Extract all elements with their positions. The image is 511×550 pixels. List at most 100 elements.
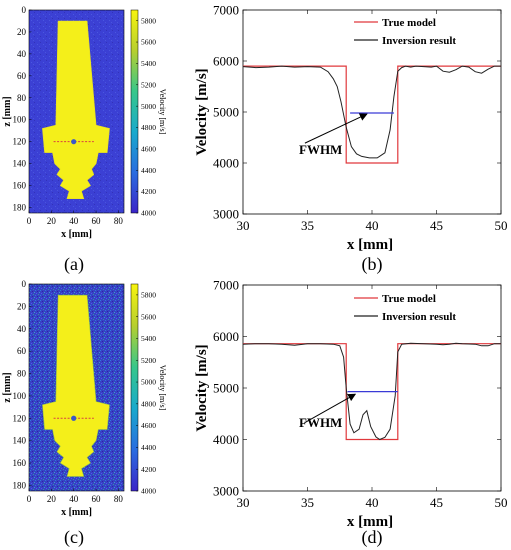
y-tick-label: 6000 [213, 54, 239, 69]
x-tick-label: 20 [47, 494, 57, 504]
plot-frame [242, 9, 502, 215]
y-tick-label: 180 [13, 480, 27, 490]
colorbar [130, 283, 139, 492]
plot-frame [242, 284, 502, 492]
x-tick-label: 60 [92, 494, 102, 504]
colorbar-tick-label: 4000 [141, 209, 156, 218]
x-tick-label: 30 [237, 495, 250, 510]
colorbar-tick-label: 5600 [141, 38, 156, 47]
y-tick-label: 6000 [213, 329, 239, 344]
colorbar-tick-label: 4000 [141, 487, 156, 496]
y-tick-label: 20 [17, 301, 27, 311]
fwhm-arrow [304, 113, 368, 144]
y-tick-label: 140 [13, 159, 27, 169]
x-tick-label: 45 [430, 218, 443, 233]
fwhm-arrow [304, 393, 357, 423]
line-panel-b: 3000 4000 5000 6000 7000 30 35 40 45 50 x [mm] Velo… [194, 3, 508, 254]
colorbar-tick-label: 5400 [141, 334, 156, 343]
x-tick-label: 40 [69, 494, 79, 504]
y-tick-label: 40 [17, 324, 27, 334]
y-tick-label: 120 [13, 137, 27, 147]
y-axis-label: Velocity [m/s] [194, 68, 210, 155]
y-tick-label: 60 [17, 71, 27, 81]
y-tick-label: 3000 [213, 484, 239, 499]
y-tick-label: 0 [22, 279, 27, 289]
y-tick-label: 80 [17, 369, 27, 379]
colorbar-tick-label: 4800 [141, 123, 156, 132]
y-tick-label: 60 [17, 346, 27, 356]
colorbar-tick-label: 5200 [141, 80, 156, 89]
colorbar-tick-label: 4600 [141, 144, 156, 153]
colorbar-tick-label: 4200 [141, 465, 156, 474]
x-tick-label: 40 [69, 216, 79, 226]
y-tick-label: 160 [13, 458, 27, 468]
y-tick-label: 4000 [213, 156, 239, 171]
colorbar-tick-label: 4400 [141, 443, 156, 452]
colorbar-tick-label: 5800 [141, 290, 156, 299]
plot-frame [28, 9, 125, 214]
colorbar-tick-label: 5000 [141, 102, 156, 111]
plot-frame [28, 283, 125, 492]
colorbar-tick-label: 5200 [141, 356, 156, 365]
panel-caption-a: (a) [64, 254, 84, 275]
x-tick-label: 0 [27, 494, 32, 504]
colorbar-tick-label: 5400 [141, 59, 156, 68]
x-axis-label: x [mm] [347, 514, 393, 530]
legend-label: Inversion result [382, 311, 456, 323]
colorbar-tick-label: 4400 [141, 166, 156, 175]
colorbar-tick-label: 4800 [141, 399, 156, 408]
x-tick-label: 45 [430, 495, 443, 510]
colorbar-tick-label: 5600 [141, 312, 156, 321]
colorbar [130, 9, 139, 214]
y-tick-label: 7000 [213, 278, 239, 293]
x-tick-label: 35 [301, 218, 314, 233]
legend-label: Inversion result [382, 35, 456, 47]
legend-label: True model [382, 293, 436, 305]
x-tick-label: 50 [495, 495, 508, 510]
y-tick-label: 40 [17, 49, 27, 59]
x-tick-label: 30 [237, 218, 250, 233]
x-tick-label: 60 [92, 216, 102, 226]
x-axis-label: x [mm] [61, 507, 92, 518]
y-tick-label: 5000 [213, 105, 239, 120]
colorbar-tick-label: 4200 [141, 187, 156, 196]
y-tick-label: 120 [13, 413, 27, 423]
x-tick-label: 40 [366, 218, 379, 233]
y-tick-label: 140 [13, 436, 27, 446]
x-tick-label: 80 [114, 216, 124, 226]
x-tick-label: 0 [27, 216, 32, 226]
panel-caption-d: (d) [362, 527, 383, 548]
y-tick-label: 4000 [213, 432, 239, 447]
y-axis-label: z [mm] [2, 96, 13, 126]
y-tick-label: 100 [13, 115, 27, 125]
y-tick-label: 20 [17, 27, 27, 37]
probe-marker [71, 139, 77, 145]
y-tick-label: 0 [22, 5, 27, 15]
colorbar-label: Velocity [m/s] [158, 89, 167, 135]
x-tick-label: 80 [114, 494, 124, 504]
y-tick-label: 160 [13, 181, 27, 191]
panel-caption-b: (b) [362, 254, 383, 275]
fwhm-annotation: FWHM [299, 142, 342, 157]
y-tick-label: 3000 [213, 207, 239, 222]
y-tick-label: 80 [17, 93, 27, 103]
x-tick-label: 50 [495, 218, 508, 233]
blade-region [42, 294, 110, 477]
probe-marker [71, 415, 77, 421]
y-tick-label: 100 [13, 391, 27, 401]
x-tick-label: 35 [301, 495, 314, 510]
x-axis-label: x [mm] [347, 237, 393, 253]
y-axis-label: Velocity [m/s] [194, 344, 210, 431]
y-tick-label: 7000 [213, 3, 239, 18]
blade-region [42, 20, 110, 199]
legend-label: True model [382, 17, 436, 29]
colorbar-tick-label: 4600 [141, 421, 156, 430]
colorbar-tick-label: 5800 [141, 16, 156, 25]
y-axis-label: z [mm] [2, 372, 13, 402]
x-tick-label: 20 [47, 216, 57, 226]
y-tick-label: 180 [13, 203, 27, 213]
panel-caption-c: (c) [64, 527, 84, 548]
